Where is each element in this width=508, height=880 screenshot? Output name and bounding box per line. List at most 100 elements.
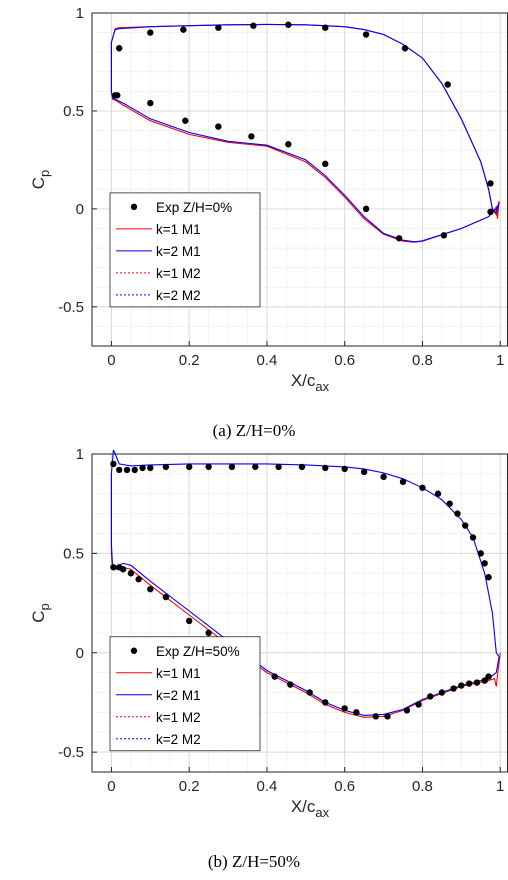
experiment-point: [341, 465, 348, 473]
legend-box: [109, 192, 261, 308]
experiment-points: [110, 460, 492, 720]
experiment-point: [215, 24, 222, 31]
legend-label-experiment: Exp Z/H=0%: [156, 200, 232, 215]
y-axis-label-main: C: [29, 177, 48, 189]
experiment-point: [353, 709, 360, 716]
experiment-point: [123, 466, 131, 474]
experiment-point: [205, 629, 212, 637]
x-axis-label-sub: ax: [315, 379, 329, 394]
y-tick-label: 0.5: [63, 103, 84, 120]
experiment-point: [473, 679, 481, 686]
experiment-point: [147, 585, 154, 593]
experiment-point: [481, 560, 488, 567]
experiment-point: [180, 26, 187, 33]
experiment-points: [112, 21, 494, 242]
y-axis-label-sub: p: [37, 603, 52, 610]
experiment-point: [119, 566, 127, 573]
experiment-point: [462, 522, 469, 529]
legend-label: k=1 M2: [156, 710, 201, 725]
x-axis-label-main: X/c: [291, 371, 316, 390]
legend-label: k=2 M1: [156, 688, 201, 703]
x-tick-label: 0.2: [179, 778, 200, 795]
chart-z-h-0: 0 0.2 0.4 0.6 0.8 1 -0.5 0 0.5 1 X/cax Cp Exp Z/H=0%…: [29, 5, 508, 440]
x-tick-label: 1: [496, 352, 504, 369]
x-tick-label: 0: [107, 778, 115, 795]
experiment-point: [275, 463, 282, 471]
experiment-point: [116, 466, 123, 474]
experiment-point: [322, 464, 329, 472]
legend-box: [109, 636, 261, 752]
y-tick-label: -0.5: [58, 744, 84, 761]
experiment-point: [427, 693, 434, 700]
experiment-point: [131, 466, 138, 474]
experiment-point: [271, 673, 278, 680]
x-axis-label-main: X/c: [291, 797, 316, 816]
experiment-point: [485, 574, 492, 581]
experiment-point: [444, 81, 451, 88]
experiment-point: [322, 699, 329, 706]
experiment-point: [250, 22, 257, 29]
experiment-point: [401, 45, 409, 52]
y-tick-label: 1: [76, 5, 84, 22]
experiment-point: [162, 463, 170, 471]
experiment-point: [306, 689, 313, 696]
figure-caption: (a) Z/H=0%: [213, 421, 296, 440]
y-tick-label: 0: [76, 645, 84, 662]
x-tick-label: 0.2: [179, 352, 200, 369]
experiment-point: [469, 534, 477, 541]
x-tick-label: 0.4: [257, 778, 278, 795]
x-tick-label: 0.8: [412, 778, 433, 795]
experiment-point: [419, 484, 426, 491]
experiment-point: [185, 617, 193, 625]
experiment-point: [341, 705, 348, 712]
legend-label: k=2 M1: [156, 244, 201, 259]
experiment-point: [298, 463, 306, 471]
experiment-point: [446, 500, 453, 507]
x-tick-label: 0.8: [412, 352, 433, 369]
x-axis-label: X/cax: [291, 371, 330, 394]
legend-label: k=1 M2: [156, 266, 201, 281]
legend-label: k=1 M1: [156, 222, 201, 237]
y-axis-label-main: C: [29, 610, 48, 622]
y-tick-label: 0: [76, 201, 84, 218]
experiment-point: [380, 473, 387, 481]
experiment-point: [399, 478, 407, 486]
experiment-point: [360, 468, 368, 476]
y-tick-label: -0.5: [58, 299, 84, 316]
experiment-point: [135, 576, 142, 583]
series-line-k-2-m1-upper: [115, 23, 500, 214]
legend-label: k=1 M1: [156, 666, 201, 681]
experiment-point: [395, 235, 403, 242]
x-tick-label: 1: [496, 778, 504, 795]
x-tick-label: 0.6: [334, 352, 355, 369]
legend: Exp Z/H=50% k=1 M1 k=2 M1 k=1 M2 k=2 M2: [109, 636, 261, 752]
experiment-point: [285, 21, 292, 28]
experiment-point: [248, 133, 255, 140]
legend-label: k=2 M2: [156, 288, 201, 303]
experiment-point: [403, 707, 411, 714]
experiment-point: [127, 570, 135, 577]
experiment-point: [481, 677, 488, 684]
experiment-point: [182, 117, 189, 124]
experiment-point: [110, 460, 117, 468]
experiment-point: [362, 205, 370, 213]
legend-marker-experiment: [130, 203, 138, 211]
experiment-point: [215, 123, 222, 130]
x-tick-label: 0.6: [334, 778, 355, 795]
experiment-point: [487, 208, 494, 216]
experiment-point: [252, 463, 259, 471]
legend-label-experiment: Exp Z/H=50%: [156, 644, 240, 659]
experiment-point: [147, 29, 154, 36]
x-axis-label-sub: ax: [315, 805, 329, 820]
experiment-point: [454, 510, 461, 517]
experiment-point: [372, 713, 380, 720]
x-axis-label: X/cax: [291, 797, 330, 820]
experiment-point: [458, 682, 465, 689]
experiment-point: [384, 713, 391, 720]
legend-marker-experiment: [130, 647, 138, 654]
y-tick-label: 1: [76, 446, 84, 463]
experiment-point: [477, 550, 484, 557]
experiment-point: [465, 680, 473, 687]
legend: Exp Z/H=0% k=1 M1 k=2 M1 k=1 M2 k=2 M2: [109, 192, 261, 308]
